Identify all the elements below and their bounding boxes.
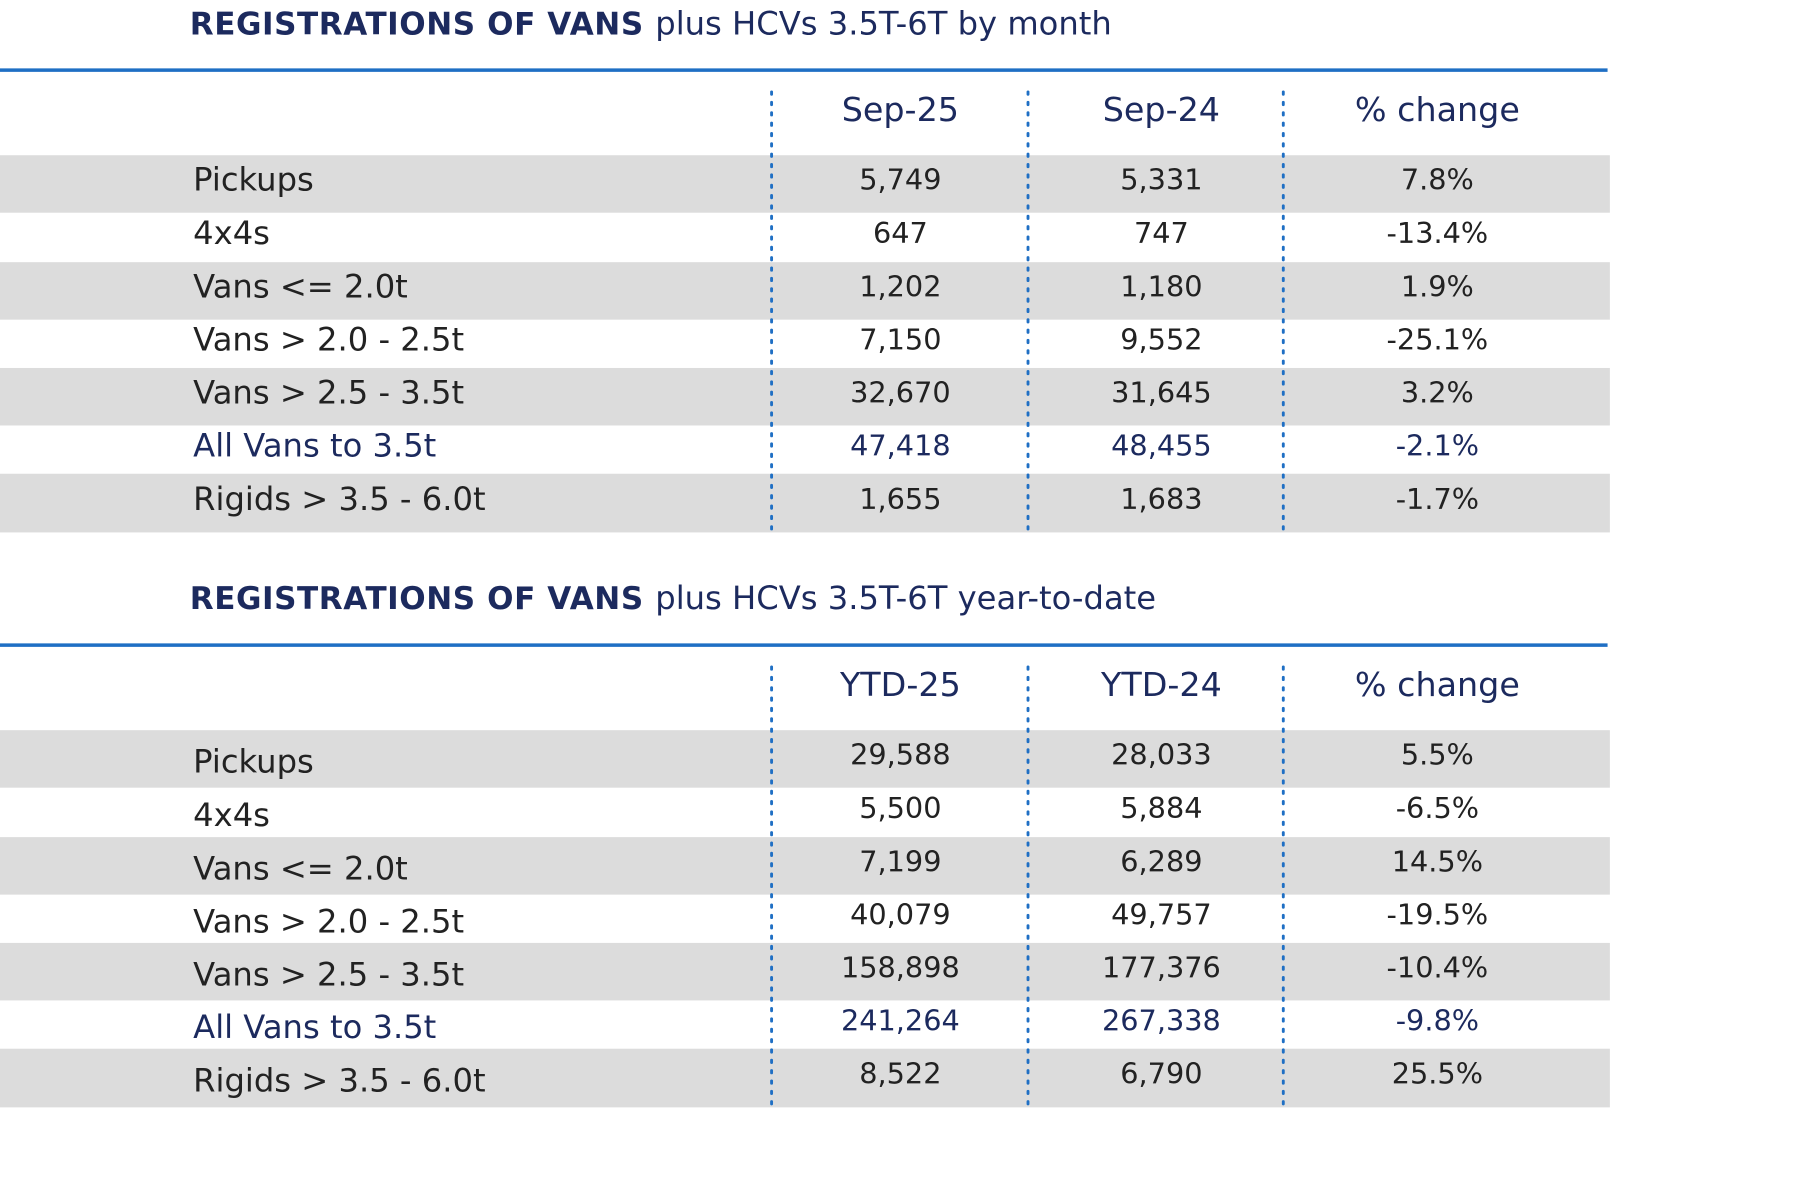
row-label: Vans <= 2.0t xyxy=(193,268,408,306)
cell-value: 5.5% xyxy=(1401,738,1474,772)
cell-value: 3.2% xyxy=(1401,375,1474,409)
row-label: Vans > 2.0 - 2.5t xyxy=(193,902,464,940)
cell-value: 1,683 xyxy=(1120,482,1202,516)
cell-value: 7,150 xyxy=(859,323,941,357)
cell-value: 7.8% xyxy=(1401,163,1474,197)
row-band xyxy=(0,837,1610,895)
row-band xyxy=(0,262,1610,320)
row-label: Vans > 2.0 - 2.5t xyxy=(193,321,464,359)
cell-value: 28,033 xyxy=(1111,738,1212,772)
row-label: 4x4s xyxy=(193,796,270,834)
table-section: REGISTRATIONS OF VANS plus HCVs 3.5T-6T b… xyxy=(0,4,1610,534)
cell-value: 5,884 xyxy=(1120,791,1202,825)
row-band xyxy=(0,155,1610,213)
cell-value: 7,199 xyxy=(859,845,941,879)
column-header: Sep-25 xyxy=(842,90,959,129)
cell-value: 49,757 xyxy=(1111,897,1212,931)
cell-value: -13.4% xyxy=(1387,216,1489,250)
column-header: YTD-25 xyxy=(839,665,961,704)
row-band xyxy=(0,730,1610,788)
cell-value: 31,645 xyxy=(1111,375,1212,409)
cell-value: 241,264 xyxy=(841,1003,960,1037)
cell-value: -10.4% xyxy=(1387,950,1489,984)
cell-value: 177,376 xyxy=(1102,950,1221,984)
row-label: Pickups xyxy=(193,161,314,199)
cell-value: 48,455 xyxy=(1111,428,1212,462)
row-label: Vans > 2.5 - 3.5t xyxy=(193,955,464,993)
column-header: YTD-24 xyxy=(1100,665,1222,704)
title-bold: REGISTRATIONS OF VANS xyxy=(190,581,644,617)
section-title: REGISTRATIONS OF VANS plus HCVs 3.5T-6T b… xyxy=(190,4,1112,42)
cell-value: 747 xyxy=(1134,216,1189,250)
cell-value: 14.5% xyxy=(1392,845,1483,879)
cell-value: 5,500 xyxy=(859,791,941,825)
row-band xyxy=(0,367,1610,426)
cell-value: 40,079 xyxy=(850,897,951,931)
row-band xyxy=(0,1048,1610,1108)
cell-value: -25.1% xyxy=(1387,323,1489,357)
cell-value: 32,670 xyxy=(850,375,951,409)
cell-value: 647 xyxy=(873,216,928,250)
row-label: All Vans to 3.5t xyxy=(193,426,436,464)
row-label: All Vans to 3.5t xyxy=(193,1008,436,1046)
cell-value: 29,588 xyxy=(850,738,951,772)
section-title: REGISTRATIONS OF VANS plus HCVs 3.5T-6T y… xyxy=(190,579,1156,617)
column-header: % change xyxy=(1355,90,1520,129)
cell-value: -19.5% xyxy=(1387,897,1489,931)
row-label: Pickups xyxy=(193,743,314,781)
row-label: Rigids > 3.5 - 6.0t xyxy=(193,480,485,518)
row-label: Vans > 2.5 - 3.5t xyxy=(193,373,464,411)
cell-value: -1.7% xyxy=(1396,482,1479,516)
row-band xyxy=(0,473,1610,533)
cell-value: 9,552 xyxy=(1120,323,1202,357)
row-label: 4x4s xyxy=(193,214,270,252)
cell-value: 1.9% xyxy=(1401,270,1474,304)
cell-value: 1,180 xyxy=(1120,270,1202,304)
cell-value: -6.5% xyxy=(1396,791,1479,825)
table-section: REGISTRATIONS OF VANS plus HCVs 3.5T-6T y… xyxy=(0,579,1610,1109)
cell-value: 6,790 xyxy=(1120,1057,1202,1091)
row-label: Vans <= 2.0t xyxy=(193,849,408,887)
cell-value: -9.8% xyxy=(1396,1003,1479,1037)
cell-value: -2.1% xyxy=(1396,428,1479,462)
column-header: Sep-24 xyxy=(1103,90,1220,129)
row-label: Rigids > 3.5 - 6.0t xyxy=(193,1062,485,1100)
cell-value: 6,289 xyxy=(1120,845,1202,879)
cell-value: 25.5% xyxy=(1392,1057,1483,1091)
column-header: % change xyxy=(1355,665,1520,704)
row-band xyxy=(0,942,1610,1001)
cell-value: 8,522 xyxy=(859,1057,941,1091)
title-bold: REGISTRATIONS OF VANS xyxy=(190,6,644,42)
cell-value: 5,749 xyxy=(859,163,941,197)
cell-value: 267,338 xyxy=(1102,1003,1221,1037)
cell-value: 47,418 xyxy=(850,428,951,462)
cell-value: 5,331 xyxy=(1120,163,1202,197)
title-rest: plus HCVs 3.5T-6T year-to-date xyxy=(655,579,1156,617)
title-rest: plus HCVs 3.5T-6T by month xyxy=(655,4,1112,42)
cell-value: 1,655 xyxy=(859,482,941,516)
cell-value: 158,898 xyxy=(841,950,960,984)
cell-value: 1,202 xyxy=(859,270,941,304)
